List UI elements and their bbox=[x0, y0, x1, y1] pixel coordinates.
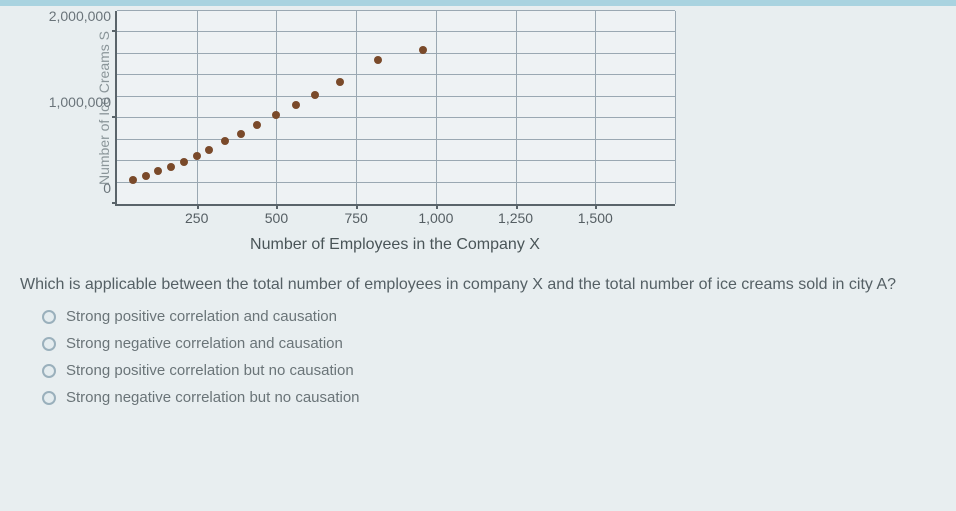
option-label: Strong positive correlation but no causa… bbox=[66, 362, 354, 379]
ytick-label: 0 bbox=[103, 180, 117, 196]
gridline-horizontal bbox=[117, 160, 675, 161]
data-point bbox=[167, 163, 175, 171]
data-point bbox=[221, 137, 229, 145]
gridline-horizontal bbox=[117, 53, 675, 54]
ytick-label: 2,000,000 bbox=[49, 8, 117, 24]
ytick-label: 1,000,000 bbox=[49, 94, 117, 110]
data-point bbox=[253, 121, 261, 129]
xtick-label: 1,250 bbox=[498, 204, 533, 226]
ytick-mark bbox=[112, 30, 117, 32]
option-row[interactable]: Strong positive correlation but no causa… bbox=[42, 362, 936, 379]
scatter-chart: Number of Ice Creams S 01,000,0002,000,0… bbox=[45, 11, 725, 254]
question-text: Which is applicable between the total nu… bbox=[20, 276, 936, 294]
gridline-vertical bbox=[675, 11, 676, 204]
gridline-horizontal bbox=[117, 10, 675, 11]
data-point bbox=[237, 130, 245, 138]
data-point bbox=[336, 78, 344, 86]
option-label: Strong negative correlation but no causa… bbox=[66, 389, 360, 406]
xtick-label: 500 bbox=[265, 204, 288, 226]
data-point bbox=[205, 146, 213, 154]
ytick-mark bbox=[112, 116, 117, 118]
gridline-horizontal bbox=[117, 139, 675, 140]
gridline-vertical bbox=[436, 11, 437, 204]
gridline-vertical bbox=[197, 11, 198, 204]
gridline-horizontal bbox=[117, 96, 675, 97]
data-point bbox=[193, 152, 201, 160]
data-point bbox=[292, 101, 300, 109]
xtick-label: 1,000 bbox=[418, 204, 453, 226]
gridline-horizontal bbox=[117, 31, 675, 32]
radio-icon[interactable] bbox=[42, 337, 56, 351]
answer-options: Strong positive correlation and causatio… bbox=[42, 308, 936, 406]
option-label: Strong negative correlation and causatio… bbox=[66, 335, 343, 352]
gridline-horizontal bbox=[117, 182, 675, 183]
data-point bbox=[180, 158, 188, 166]
data-point bbox=[154, 167, 162, 175]
radio-icon[interactable] bbox=[42, 391, 56, 405]
gridline-vertical bbox=[595, 11, 596, 204]
gridline-vertical bbox=[276, 11, 277, 204]
gridline-horizontal bbox=[117, 74, 675, 75]
option-label: Strong positive correlation and causatio… bbox=[66, 308, 337, 325]
xtick-label: 750 bbox=[344, 204, 367, 226]
plot-area: 01,000,0002,000,0002505007501,0001,2501,… bbox=[115, 11, 675, 206]
page: Number of Ice Creams S 01,000,0002,000,0… bbox=[0, 6, 956, 436]
data-point bbox=[374, 56, 382, 64]
gridline-vertical bbox=[356, 11, 357, 204]
data-point bbox=[311, 91, 319, 99]
gridline-horizontal bbox=[117, 117, 675, 118]
radio-icon[interactable] bbox=[42, 364, 56, 378]
data-point bbox=[142, 172, 150, 180]
data-point bbox=[272, 111, 280, 119]
radio-icon[interactable] bbox=[42, 310, 56, 324]
data-point bbox=[129, 176, 137, 184]
gridline-vertical bbox=[516, 11, 517, 204]
option-row[interactable]: Strong positive correlation and causatio… bbox=[42, 308, 936, 325]
ytick-mark bbox=[112, 202, 117, 204]
option-row[interactable]: Strong negative correlation and causatio… bbox=[42, 335, 936, 352]
xtick-label: 250 bbox=[185, 204, 208, 226]
data-point bbox=[419, 46, 427, 54]
option-row[interactable]: Strong negative correlation but no causa… bbox=[42, 389, 936, 406]
x-axis-label: Number of Employees in the Company X bbox=[115, 236, 675, 254]
xtick-label: 1,500 bbox=[578, 204, 613, 226]
